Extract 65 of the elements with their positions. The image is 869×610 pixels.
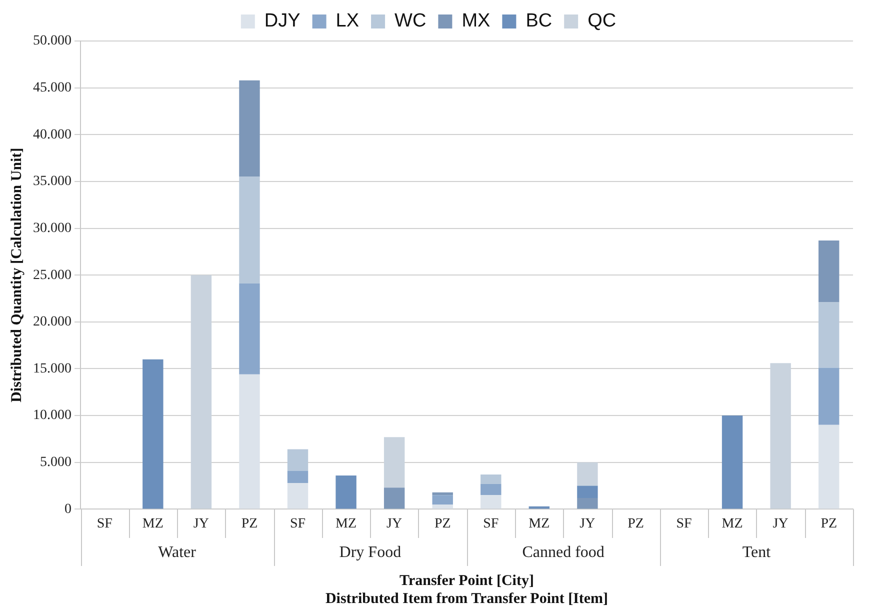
y-tick-label: 15.000: [33, 361, 72, 376]
x-tick-label: MZ: [722, 516, 743, 532]
bar: [336, 475, 356, 509]
legend-label: WC: [394, 10, 426, 32]
x-tick-label: MZ: [528, 516, 550, 532]
bar: [432, 504, 453, 509]
bar: [239, 284, 260, 374]
bar: [142, 359, 164, 509]
y-tick-label: 30.000: [33, 220, 72, 236]
bar: [818, 302, 840, 368]
legend-label: DJY: [264, 10, 301, 32]
bar: [818, 240, 840, 302]
bar: [239, 176, 260, 284]
bar: [577, 462, 598, 486]
x-tick-label: PZ: [628, 516, 644, 532]
bar: [239, 80, 260, 177]
y-tick-label: 10.000: [33, 408, 72, 424]
bar: [287, 449, 308, 471]
x-tick-label: JY: [580, 516, 596, 532]
x-tick-label: JY: [772, 516, 788, 532]
x-tick-label: PZ: [241, 516, 258, 532]
x-tick-label: MZ: [142, 516, 164, 532]
bar: [384, 437, 405, 488]
y-tick-label: 0: [64, 502, 72, 517]
bar: [577, 486, 598, 498]
x-tick-label: SF: [483, 516, 499, 532]
x-tick-label: MZ: [336, 516, 357, 532]
bar: [287, 470, 308, 483]
bar: [480, 495, 502, 509]
x-tick-label: JY: [386, 516, 402, 532]
text: Dry Food: [339, 544, 402, 562]
bar: [480, 484, 502, 496]
bar: [190, 275, 212, 509]
x-tick-label: SF: [676, 516, 692, 532]
y-axis-title: Distributed Quantity [Calculation Unit]: [8, 148, 25, 402]
y-tick-label: 25.000: [33, 268, 72, 283]
legend-label: QC: [588, 10, 616, 32]
x-tick-label: PZ: [434, 516, 451, 532]
bar: [287, 482, 308, 509]
y-tick-label: 40.000: [33, 127, 72, 142]
bar: [818, 368, 840, 425]
x-tick-label: JY: [193, 516, 209, 532]
y-tick-label: 35.000: [33, 174, 72, 190]
bar: [818, 424, 840, 509]
bar: [770, 363, 791, 509]
y-tick-label: 20.000: [33, 314, 72, 330]
x-tick-label: SF: [290, 516, 306, 532]
x-axis-title: Transfer Point [City] Distributed Item from Transfer Point [Item]: [325, 573, 608, 607]
bar: [432, 495, 453, 505]
y-tick-label: 45.000: [33, 80, 72, 96]
text: Water: [158, 544, 197, 562]
x-tick-label: PZ: [820, 516, 838, 532]
legend-label: LX: [336, 10, 360, 32]
bar: [480, 474, 502, 484]
y-tick-label: 5.000: [40, 455, 72, 470]
legend-label: BC: [526, 10, 552, 32]
bar: [577, 498, 598, 509]
bar: [239, 374, 260, 509]
text: Canned food: [522, 544, 604, 562]
text: Tent: [742, 544, 772, 562]
bar: [722, 416, 743, 509]
legend-label: MX: [462, 10, 491, 32]
x-tick-label: SF: [96, 516, 113, 532]
y-tick-label: 50.000: [33, 34, 72, 49]
bar: [384, 488, 405, 509]
